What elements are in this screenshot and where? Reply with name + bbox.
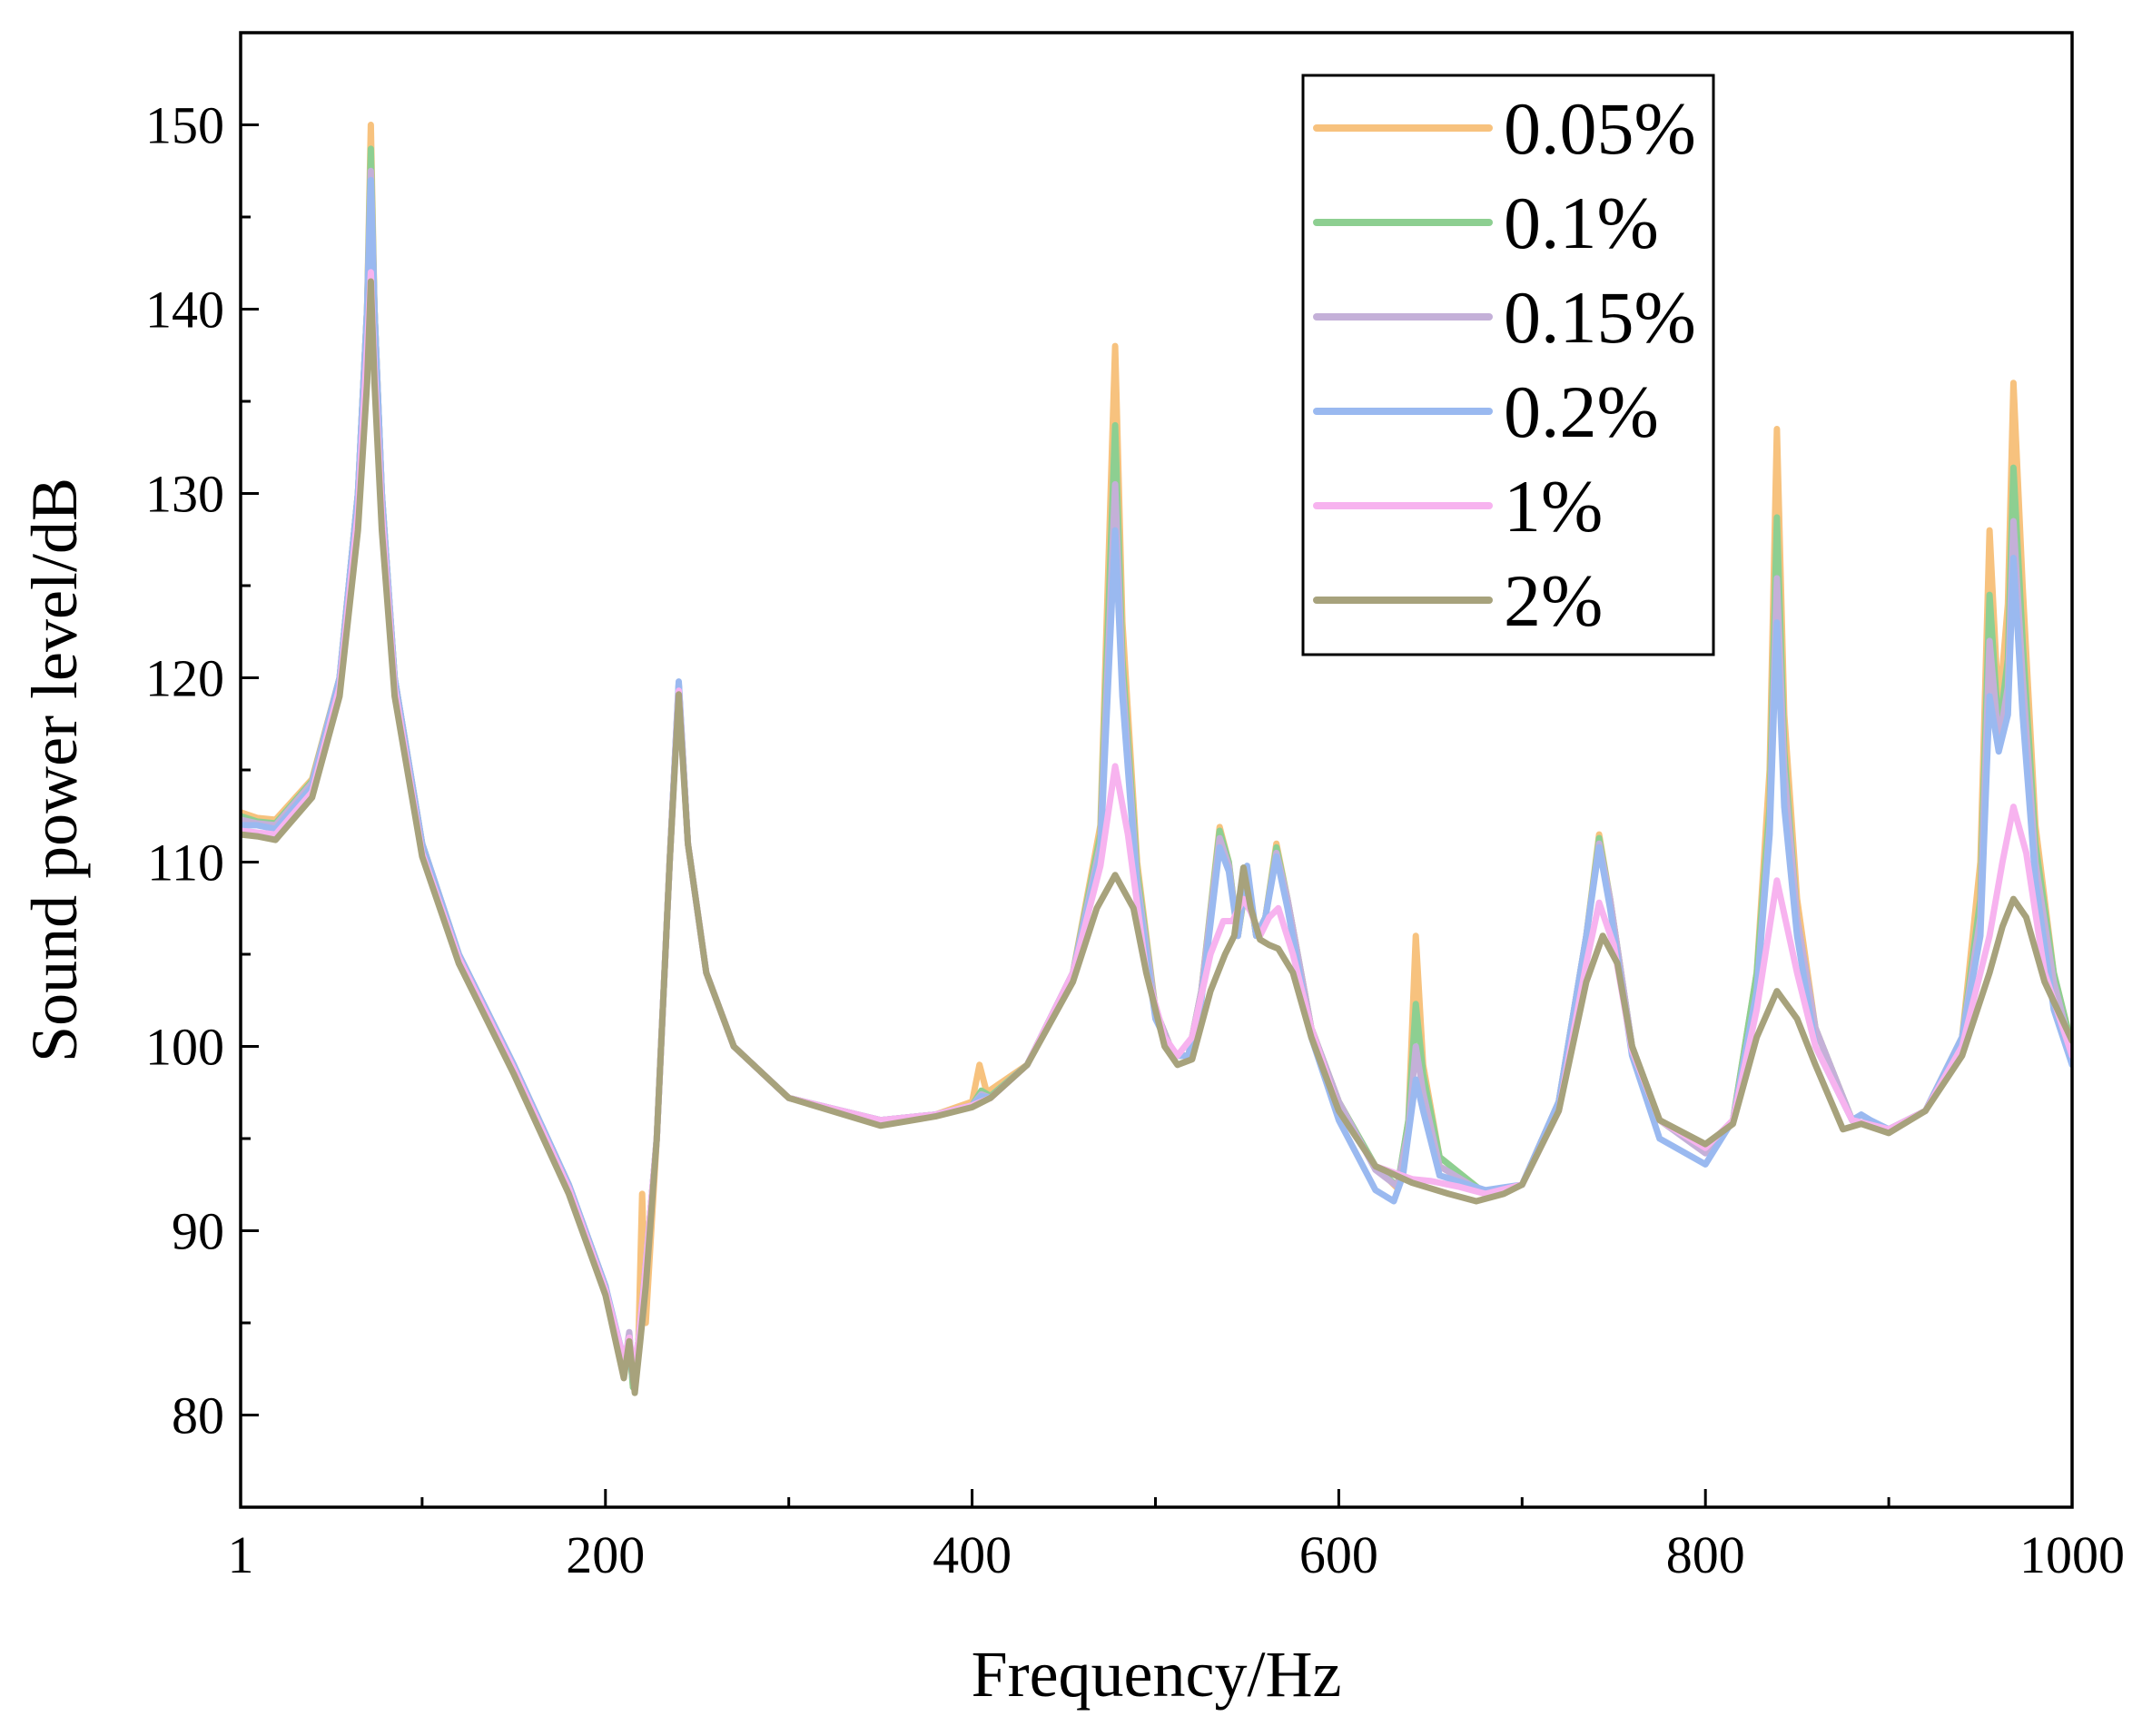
legend-label-6: 2% (1504, 559, 1603, 642)
y-tick-label: 130 (145, 465, 224, 524)
legend-label-5: 1% (1504, 465, 1603, 547)
y-axis-title: Sound power level/dB (18, 478, 91, 1062)
y-tick-label: 90 (172, 1202, 224, 1261)
legend-box (1301, 74, 1715, 656)
x-tick-label: 800 (1666, 1525, 1745, 1584)
x-axis-title: Frequency/Hz (972, 1638, 1342, 1711)
x-tick-label: 200 (566, 1525, 645, 1584)
x-tick-label: 1000 (2019, 1525, 2125, 1584)
legend-label-1: 0.05% (1504, 87, 1696, 170)
y-tick-label: 80 (172, 1386, 224, 1445)
series-layer (241, 122, 2072, 1396)
legend-label-3: 0.15% (1504, 276, 1696, 359)
legend-label-4: 0.2% (1504, 370, 1659, 453)
x-tick-label: 1 (228, 1525, 254, 1584)
y-tick-label: 140 (145, 281, 224, 340)
y-tick-label: 150 (145, 96, 224, 155)
legend: 0.05% 0.1% 0.15% 0.2% 1% 2% (1301, 74, 1715, 656)
axes-layer: 1 200 400 600 800 1000 80 90 100 110 120 130 140 150 F… (18, 31, 2125, 1711)
legend-label-2: 0.1% (1504, 182, 1659, 264)
x-tick-label: 400 (933, 1525, 1012, 1584)
series-line-6 (241, 278, 2072, 1396)
y-tick-label: 120 (145, 649, 224, 708)
x-tick-label: 600 (1299, 1525, 1378, 1584)
y-tick-label: 110 (147, 833, 224, 893)
y-tick-label: 100 (145, 1018, 224, 1077)
